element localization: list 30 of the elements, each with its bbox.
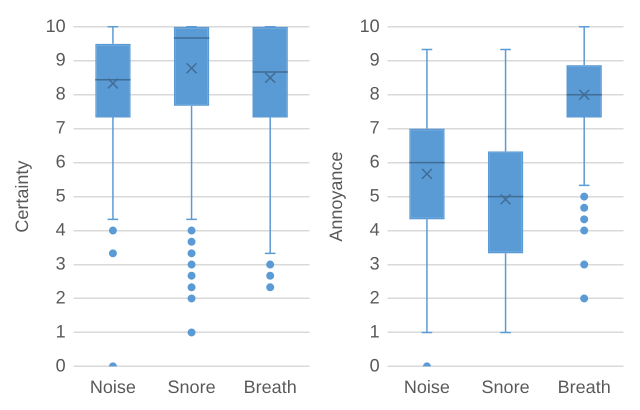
y-axis-title: Annoyance: [326, 152, 346, 242]
y-axis-title: Certainty: [12, 160, 32, 233]
x-tick-label: Snore: [482, 377, 530, 398]
y-tick-label: 3: [56, 253, 66, 274]
y-tick-label: 4: [56, 220, 66, 240]
y-tick-label: 2: [370, 287, 380, 308]
y-tick-label: 4: [370, 220, 380, 240]
y-tick-label: 2: [56, 287, 66, 308]
y-tick-label: 10: [46, 16, 66, 36]
y-tick-label: 1: [56, 321, 66, 342]
y-tick-label: 0: [370, 355, 380, 376]
y-tick-label: 5: [370, 186, 380, 206]
y-tick-label: 10: [360, 16, 380, 36]
y-tick-label: 0: [56, 355, 66, 376]
y-tick-label: 3: [370, 253, 380, 274]
y-tick-label: 8: [370, 84, 380, 104]
y-tick-label: 7: [56, 118, 66, 138]
x-tick-label: Noise: [90, 377, 136, 398]
y-tick-label: 5: [56, 186, 66, 206]
y-tick-label: 9: [56, 50, 66, 70]
x-tick-label: Snore: [168, 377, 216, 398]
y-tick-label: 8: [56, 84, 66, 104]
y-tick-label: 6: [370, 152, 380, 172]
y-tick-label: 9: [370, 50, 380, 70]
x-tick-label: Noise: [404, 377, 450, 398]
y-tick-label: 6: [56, 152, 66, 172]
x-tick-label: Breath: [244, 377, 297, 398]
y-tick-label: 1: [370, 321, 380, 342]
y-tick-label: 7: [370, 118, 380, 138]
x-tick-label: Breath: [558, 377, 611, 398]
